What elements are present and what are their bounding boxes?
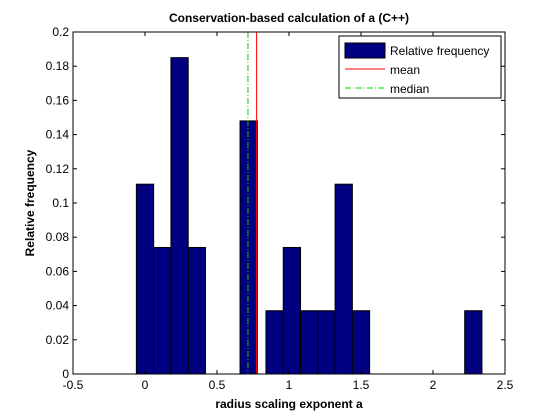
y-tick-label: 0.08 [46,230,70,244]
histogram-bar [239,120,258,375]
legend-swatch-bar [344,42,386,59]
y-tick-label: 0.12 [46,162,70,176]
x-tick-label: 1.5 [353,378,370,392]
y-tick-label: 0.14 [46,128,70,142]
x-axis-ticks: -0.5 0 0.5 1 1.5 2 2.5 [63,32,514,392]
histogram-bar [464,310,483,375]
y-tick-label: 0.04 [46,299,70,313]
legend-entry-label: Relative frequency [390,44,489,58]
x-tick-label: 0.5 [209,378,226,392]
histogram-bar [187,246,206,375]
x-tick-label: 1 [286,378,293,392]
legend: Relative frequency mean median [338,35,502,99]
legend-entry-label: mean [390,63,420,77]
histogram-bar [300,310,319,375]
histogram-bar [351,310,371,375]
stat-lines-group [247,32,258,374]
y-tick-label: 0.06 [46,264,70,278]
x-tick-label: 2 [430,378,437,392]
histogram-bar [153,246,172,375]
x-tick-label: -0.5 [63,378,84,392]
bars-group [135,57,483,375]
x-tick-label: 0 [142,378,149,392]
x-axis-label: radius scaling exponent a [215,397,363,411]
histogram-bar [317,310,336,375]
histogram-bar [334,183,353,375]
legend-entry-label: median [390,82,429,96]
histogram-bar [135,183,155,375]
y-tick-label: 0.2 [52,25,69,39]
y-axis-ticks: 0 0.02 0.04 0.06 0.08 0.1 0.12 0.14 0.16 0.18 0.2 [46,25,505,381]
y-tick-label: 0.16 [46,93,70,107]
y-axis-label: Relative frequency [23,149,37,256]
y-tick-label: 0.18 [46,59,70,73]
histogram-bar [282,246,302,375]
y-tick-label: 0.02 [46,333,70,347]
histogram-bar [170,57,189,375]
x-tick-label: 2.5 [497,378,514,392]
y-tick-label: 0.1 [52,196,69,210]
histogram-bar [265,310,284,375]
y-tick-label: 0 [62,367,69,381]
chart-title: Conservation-based calculation of a (C++… [169,11,409,25]
